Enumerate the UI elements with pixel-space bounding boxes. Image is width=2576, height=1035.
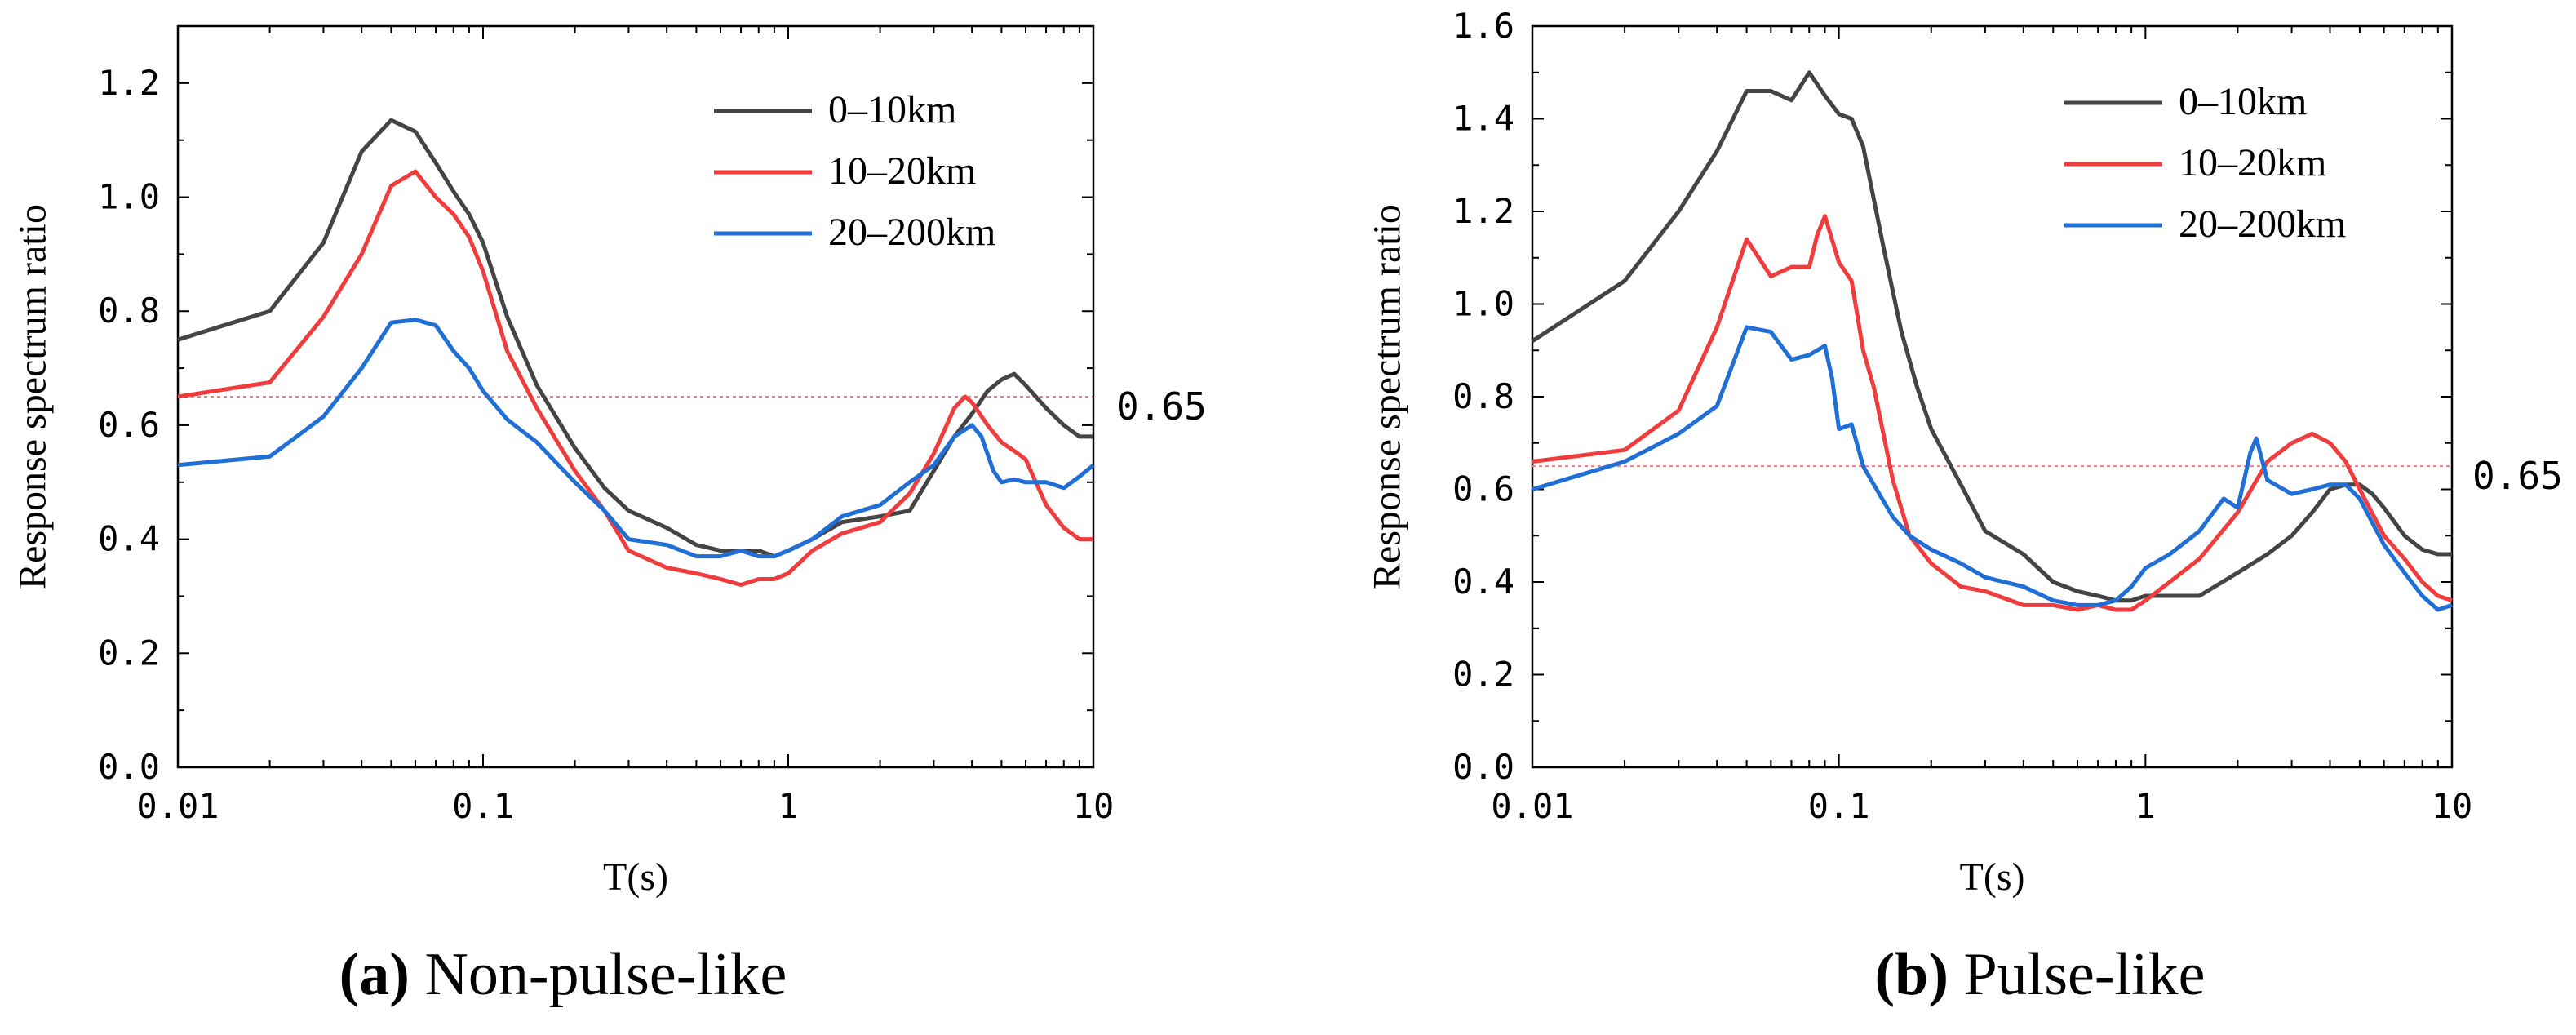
x-tick-label: 0.1 [452, 786, 514, 826]
y-tick-label: 0.4 [1452, 562, 1514, 602]
panel-caption: (a) Non-pulse-like [339, 941, 787, 1008]
y-tick-label: 0.2 [98, 633, 160, 673]
legend-label-1: 0–10km [828, 88, 956, 131]
y-tick-label: 0.8 [1452, 376, 1514, 416]
x-tick-label: 0.1 [1808, 786, 1870, 826]
y-tick-label: 1.4 [1452, 99, 1514, 139]
series-line-2 [1532, 214, 2453, 612]
y-tick-label: 1.2 [1452, 191, 1514, 231]
legend-label-1: 0–10km [2179, 80, 2307, 123]
y-tick-label: 1.6 [1452, 6, 1514, 46]
x-tick-label: 10 [1073, 786, 1115, 826]
chart-panel-2: 0.0 0.2 0.4 0.6 0.8 1.0 1.2 1.4 1.6 0.01 0.1 1 10 0.6… [1366, 6, 2563, 1008]
y-tick-label: 1.2 [98, 63, 160, 103]
caption-text: Pulse-like [1949, 941, 2205, 1008]
y-tick-label: 0.6 [98, 405, 160, 445]
plot-frame [1531, 24, 2454, 769]
y-tick-label: 0.0 [98, 747, 160, 787]
x-tick-label: 0.01 [1491, 786, 1573, 826]
caption-letter: (a) [339, 941, 410, 1008]
x-axis-label: T(s) [603, 855, 668, 899]
legend-label-2: 10–20km [828, 149, 976, 193]
x-axis-label: T(s) [1960, 855, 2025, 899]
y-tick-label: 0.2 [1452, 655, 1514, 695]
x-tick-label: 10 [2432, 786, 2473, 826]
y-axis-label: Response spectrum ratio [1366, 204, 1409, 589]
legend-label-2: 10–20km [2179, 141, 2326, 184]
y-tick-label: 1.0 [1452, 284, 1514, 324]
series-line-3 [1532, 325, 2453, 612]
legend-label-3: 20–200km [828, 211, 995, 254]
reference-line-label: 0.65 [2472, 454, 2563, 498]
y-tick-label: 1.0 [98, 177, 160, 217]
caption-text: Non-pulse-like [410, 941, 787, 1008]
series-line-1 [1531, 70, 2452, 603]
reference-line-label: 0.65 [1116, 384, 1207, 429]
series-line-3 [177, 318, 1095, 559]
y-tick-label: 0.6 [1452, 469, 1514, 509]
x-tick-label: 1 [2135, 786, 2156, 826]
x-tick-label: 1 [778, 786, 798, 826]
y-tick-label: 0.8 [98, 291, 160, 331]
chart-panel-1: 0.0 0.2 0.4 0.6 0.8 1.0 1.2 0.01 0.1 1 10 0.65 0–10k… [11, 24, 1207, 1008]
panel-caption: (b) Pulse-like [1875, 941, 2206, 1008]
x-tick-label: 0.01 [136, 786, 219, 826]
y-tick-label: 0.0 [1452, 747, 1514, 787]
caption-letter: (b) [1875, 941, 1949, 1008]
y-axis-label: Response spectrum ratio [11, 204, 55, 589]
series-line-2 [177, 169, 1093, 587]
y-tick-label: 0.4 [98, 519, 160, 559]
legend-label-3: 20–200km [2179, 202, 2346, 246]
